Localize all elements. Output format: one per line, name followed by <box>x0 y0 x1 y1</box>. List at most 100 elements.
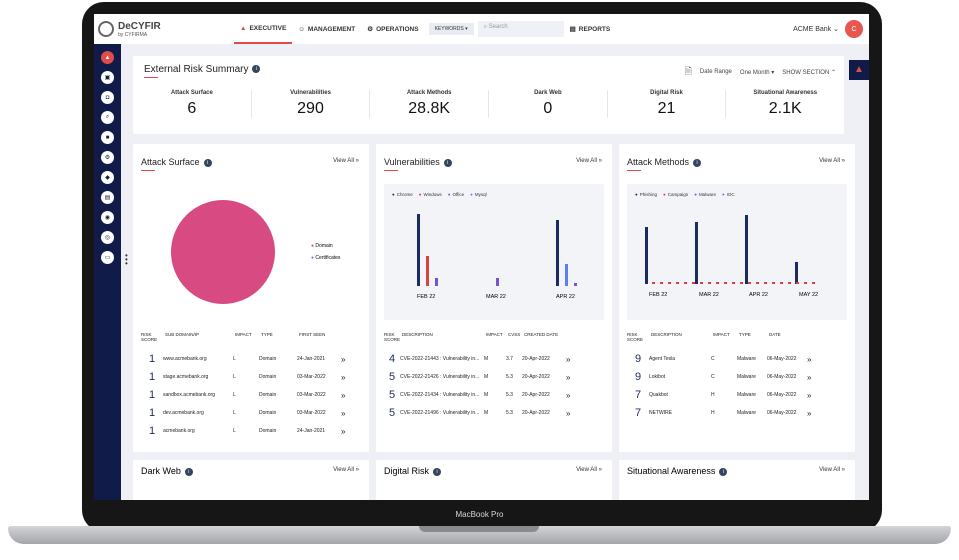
view-all-link[interactable]: View All » <box>819 158 845 164</box>
risk-score: 1 <box>148 389 156 401</box>
th: DESCRIPTION <box>651 332 682 337</box>
risk-score: 1 <box>148 371 156 383</box>
info-icon[interactable]: i <box>433 467 442 476</box>
view-all-link[interactable]: View All » <box>576 158 602 164</box>
lock-icon[interactable]: ◘ <box>101 91 114 104</box>
date-value: One Month <box>739 69 770 76</box>
download-icon[interactable]: 🗎 <box>684 66 692 76</box>
nav-label: EXECUTIVE <box>249 24 287 32</box>
row-action-icon[interactable]: » <box>341 372 346 382</box>
logo[interactable]: DeCYFIR by CYFIRMA <box>94 21 170 38</box>
row-action-icon[interactable]: » <box>341 408 346 418</box>
table-header: RISK SCORE DESCRIPTION IMPACT CVSS CREATED D… <box>384 332 604 342</box>
row-action-icon[interactable]: » <box>341 426 346 436</box>
laptop-notch <box>419 526 539 532</box>
view-all-link[interactable]: View All » <box>333 158 359 164</box>
row-action-icon[interactable]: » <box>807 408 812 418</box>
sidebar: ▲ ▣ ◘ ⌕ ■ ⚙ ◆ ▤ ◉ ◎ ▭ <box>94 44 121 500</box>
avatar[interactable]: C <box>845 20 863 38</box>
metric[interactable]: Situational Awareness 2.1K <box>726 90 844 118</box>
keywords-label: KEYWORDS <box>434 26 464 32</box>
row-action-icon[interactable]: » <box>566 372 571 382</box>
view-all-link[interactable]: View All » <box>576 467 602 473</box>
target-icon[interactable]: ◉ <box>101 211 114 224</box>
shield-icon[interactable]: ◆ <box>101 171 114 184</box>
legend-item: Malware <box>694 192 716 197</box>
metric[interactable]: Attack Methods 28.8K <box>370 90 490 118</box>
cell: 06-May-2022 <box>767 356 797 362</box>
table-row[interactable]: 1 www.acmebank.org L Domain 24-Jan-2021 » <box>141 350 361 368</box>
keywords-dropdown[interactable]: KEYWORDS ▾ <box>428 23 474 35</box>
cell: Domain <box>259 410 277 416</box>
table-row[interactable]: 1 acmebank.org L Domain 24-Jan-2021 » <box>141 422 361 440</box>
drag-handle[interactable]: • • • <box>125 251 128 268</box>
info-icon[interactable]: i <box>252 65 261 74</box>
table-row[interactable]: 7 Quakbot H Malware 06-May-2022 » <box>627 386 847 404</box>
table-row[interactable]: 9 Lokibot C Malware 06-May-2022 » <box>627 368 847 386</box>
show-section-toggle[interactable]: SHOW SECTION ⌃ <box>782 69 836 76</box>
info-icon[interactable]: i <box>184 467 193 476</box>
table-row[interactable]: 1 dev.acmebank.org L Domain 03-Mar-2022 » <box>141 404 361 422</box>
cell: CVE-2022-21426 : Vulnerability in... <box>400 374 480 380</box>
view-all-link[interactable]: View All » <box>333 467 359 473</box>
bar <box>426 256 429 286</box>
table-row[interactable]: 5 CVE-2022-21496 : Vulnerability in... M 5.… <box>384 404 604 422</box>
row-action-icon[interactable]: » <box>566 354 571 364</box>
table-row[interactable]: 5 CVE-2022-21434 : Vulnerability in... M 5.… <box>384 386 604 404</box>
row-action-icon[interactable]: » <box>566 390 571 400</box>
cell: 03-Mar-2022 <box>297 410 326 416</box>
info-icon[interactable]: i <box>693 158 702 167</box>
row-action-icon[interactable]: » <box>341 354 346 364</box>
nav-operations[interactable]: ⚙ OPERATIONS <box>361 14 424 44</box>
main-nav: ▲ EXECUTIVE ☺ MANAGEMENT ⚙ OPERATIONS KEYWO… <box>234 14 616 44</box>
x-tick: APR 22 <box>556 294 575 300</box>
metric[interactable]: Vulnerabilities 290 <box>252 90 371 118</box>
metric-value: 0 <box>543 100 553 117</box>
row-action-icon[interactable]: » <box>566 408 571 418</box>
row-action-icon[interactable]: » <box>807 372 812 382</box>
info-icon[interactable]: i <box>203 158 212 167</box>
cell: Lokibot <box>649 374 666 380</box>
square-icon[interactable]: ■ <box>101 131 114 144</box>
info-icon[interactable]: i <box>719 467 728 476</box>
table-row[interactable]: 9 Agent Tesla C Malware 06-May-2022 » <box>627 350 847 368</box>
cell: M <box>484 392 489 398</box>
info-icon[interactable]: i <box>443 158 452 167</box>
alert-icon[interactable]: ▲ <box>101 51 114 64</box>
table-row[interactable]: 1 stage.acmebank.org L Domain 03-Mar-2022 » <box>141 368 361 386</box>
nav-reports[interactable]: ▤ REPORTS <box>564 14 617 44</box>
metrics: Attack Surface 6 Vulnerabilities 290 Attac… <box>133 90 844 118</box>
date-select[interactable]: One Month ▾ <box>739 69 775 76</box>
risk-score: 5 <box>388 407 396 419</box>
card-title-text: Attack Methods <box>627 157 690 167</box>
table-row[interactable]: 5 CVE-2022-21426 : Vulnerability in... M 5.… <box>384 368 604 386</box>
search-icon[interactable]: ⌕ <box>101 111 114 124</box>
org-name: ACME Bank <box>793 26 832 33</box>
dashboard-icon[interactable]: ▣ <box>101 71 114 84</box>
table-row[interactable]: 7 NETWIRE H Malware 06-May-2022 » <box>627 404 847 422</box>
metric[interactable]: Dark Web 0 <box>489 90 608 118</box>
th: DESCRIPTION <box>402 332 433 337</box>
org-selector[interactable]: ACME Bank ⌄ <box>793 26 839 33</box>
metric[interactable]: Attack Surface 6 <box>133 90 252 118</box>
metric[interactable]: Digital Risk 21 <box>608 90 727 118</box>
table-row[interactable]: 1 sandbox.acmebank.org L Domain 03-Mar-2022 » <box>141 386 361 404</box>
table-body: 4 CVE-2022-21443 : Vulnerability in... M 3.… <box>384 350 604 422</box>
nav-executive[interactable]: ▲ EXECUTIVE <box>234 14 293 44</box>
card-icon[interactable]: ▭ <box>101 251 114 264</box>
document-icon[interactable]: ▤ <box>101 191 114 204</box>
row-action-icon[interactable]: » <box>341 390 346 400</box>
row-action-icon[interactable]: » <box>807 390 812 400</box>
nav-management[interactable]: ☺ MANAGEMENT <box>292 14 361 44</box>
search-input[interactable]: ⌕ Search <box>477 21 564 37</box>
row-action-icon[interactable]: » <box>807 354 812 364</box>
cell: 3.7 <box>506 356 513 362</box>
card-title-text: Situational Awareness <box>627 466 716 476</box>
alert-tab[interactable]: ▲ <box>849 60 869 80</box>
view-all-link[interactable]: View All » <box>819 467 845 473</box>
card-title: Digital Risk i <box>384 466 442 476</box>
gear-icon[interactable]: ⚙ <box>101 151 114 164</box>
legend-item: Windows <box>419 192 441 197</box>
table-row[interactable]: 4 CVE-2022-21443 : Vulnerability in... M 3.… <box>384 350 604 368</box>
globe-icon[interactable]: ◎ <box>101 231 114 244</box>
